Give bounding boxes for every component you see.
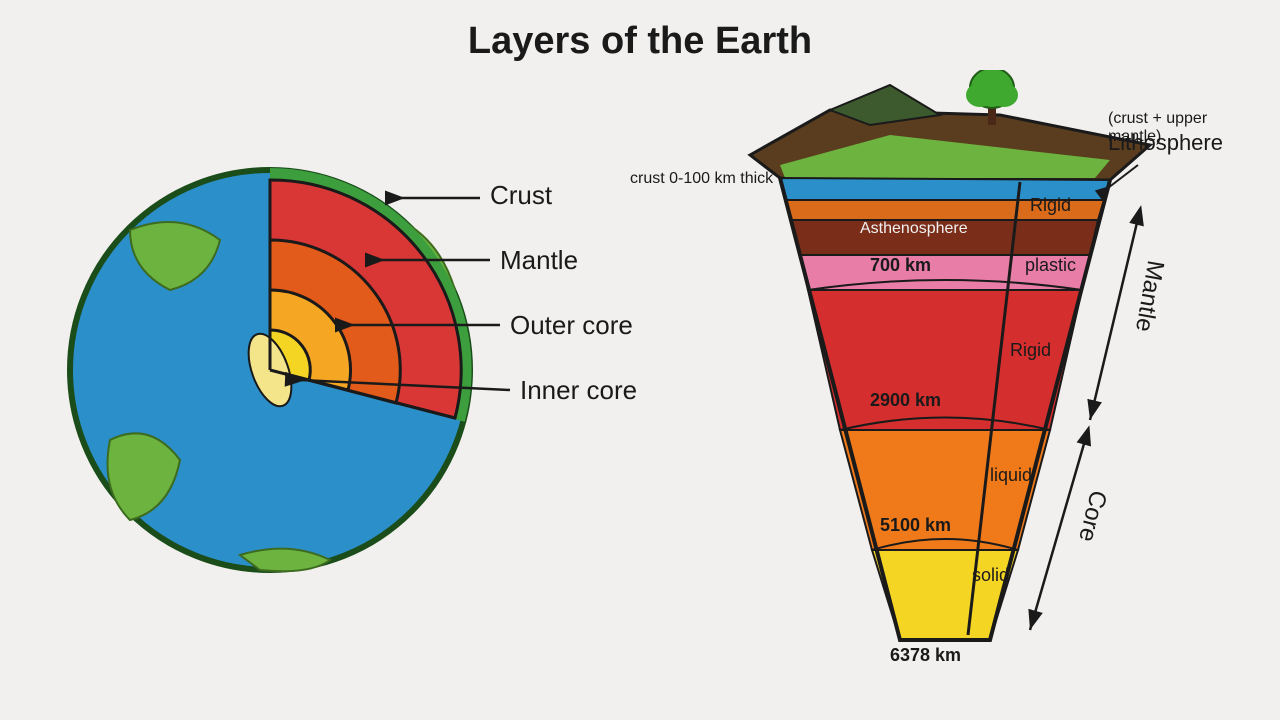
diagram-title: Layers of the Earth — [468, 20, 812, 63]
depth-700: 700 km — [870, 255, 931, 276]
label-crust: Crust — [490, 180, 552, 211]
wedge-svg — [690, 70, 1210, 690]
state-plastic: plastic — [1025, 255, 1076, 276]
state-liquid: liquid — [990, 465, 1032, 486]
label-lithosphere: Lithosphere — [1108, 130, 1223, 156]
state-rigid-1: Rigid — [1030, 195, 1071, 216]
globe-cutaway-diagram — [60, 160, 480, 580]
label-inner-core: Inner core — [520, 375, 637, 406]
state-solid: solid — [972, 565, 1009, 586]
globe-svg — [60, 160, 480, 580]
depth-2900: 2900 km — [870, 390, 941, 411]
label-mantle: Mantle — [500, 245, 578, 276]
depth-5100: 5100 km — [880, 515, 951, 536]
label-asthenosphere: Asthenosphere — [860, 220, 968, 238]
label-outer-core: Outer core — [510, 310, 633, 341]
depth-6378: 6378 km — [890, 645, 961, 666]
wedge-cross-section: crust 0-100 km thick (crust + upper mant… — [690, 70, 1210, 690]
label-crust-thickness: crust 0-100 km thick — [630, 170, 773, 188]
state-rigid-2: Rigid — [1010, 340, 1051, 361]
